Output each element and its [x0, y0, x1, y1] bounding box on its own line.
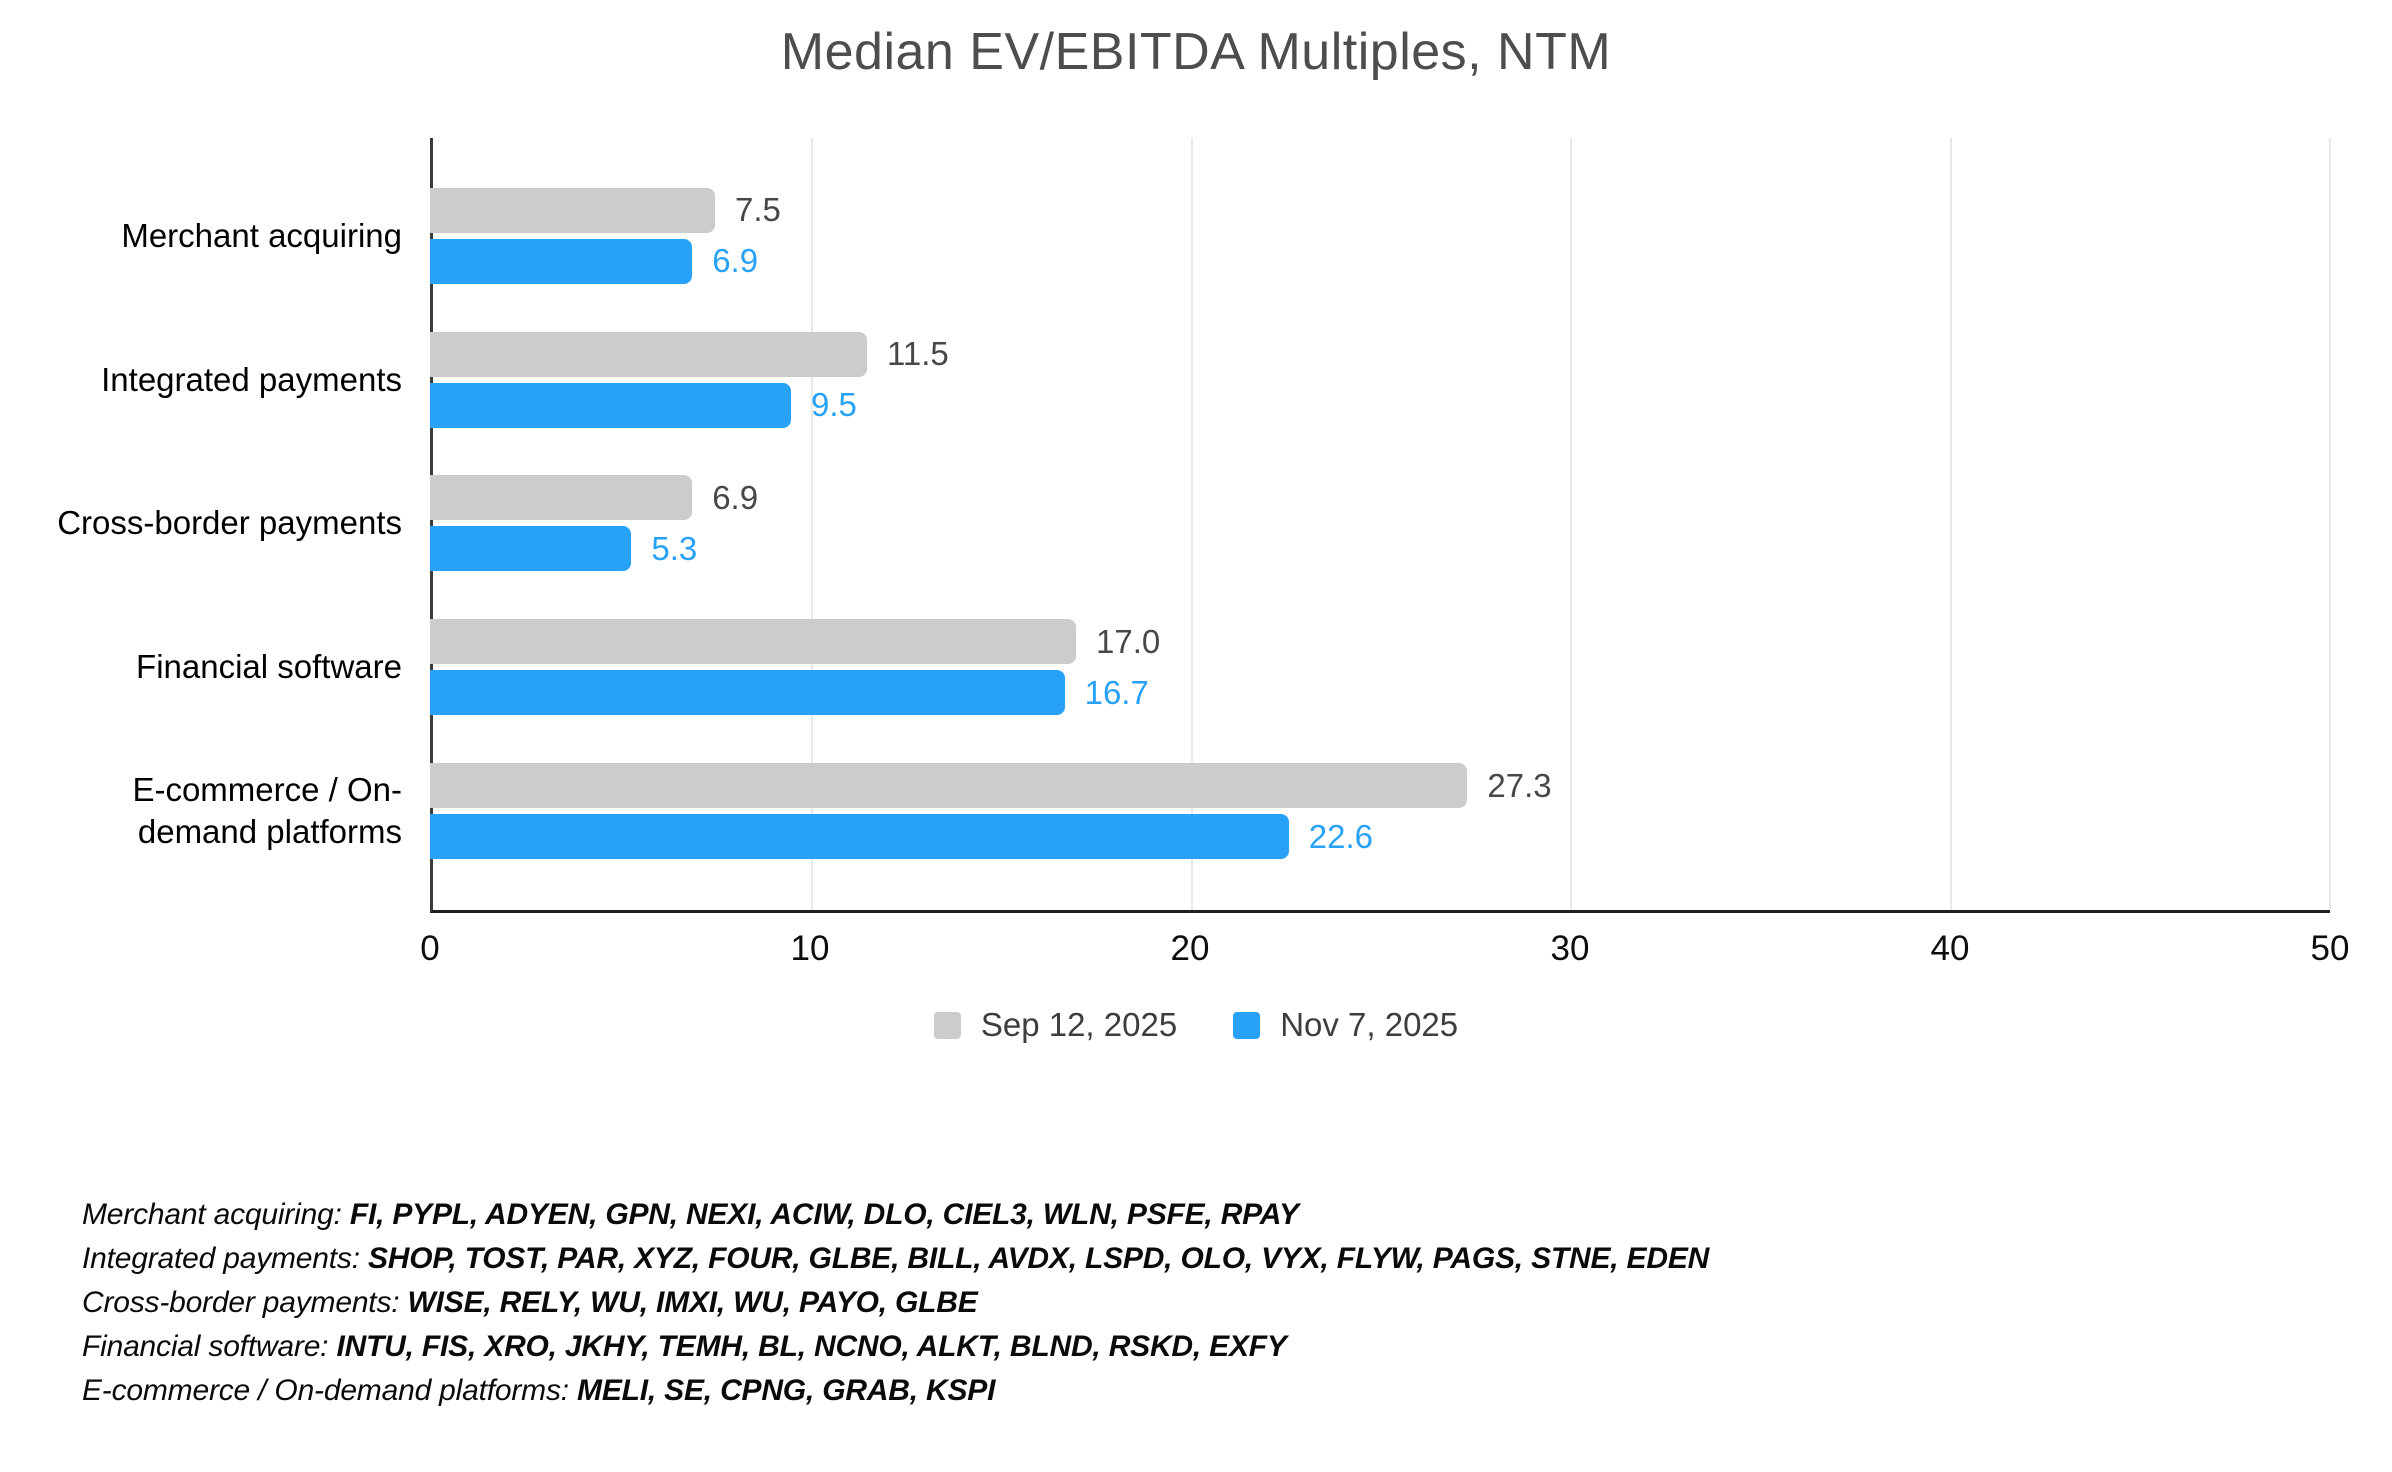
bar-chart: Merchant acquiring 7.5 6.9 Integrated payme… — [0, 138, 2331, 913]
footnotes: Merchant acquiring: FI, PYPL, ADYEN, GPN… — [0, 1193, 2392, 1413]
x-tick-label: 30 — [1550, 929, 1590, 968]
bar-line: 9.5 — [430, 382, 2330, 428]
category-bars: 11.5 9.5 — [430, 308, 2330, 452]
gridline — [1570, 138, 1573, 910]
legend-label: Nov 7, 2025 — [1280, 1006, 1459, 1043]
bar-line: 17.0 — [430, 619, 2330, 665]
bar-nov-7-2025[interactable] — [430, 670, 1065, 716]
plot-area — [430, 138, 2331, 913]
x-tick-label: 40 — [1930, 929, 1970, 968]
value-label: 11.5 — [887, 335, 949, 373]
footnote-line: Financial software: INTU, FIS, XRO, JKHY… — [82, 1325, 2352, 1369]
value-label: 6.9 — [712, 242, 759, 280]
x-tick-label: 50 — [2310, 929, 2350, 968]
value-label: 6.9 — [712, 478, 759, 516]
value-label: 17.0 — [1096, 622, 1161, 660]
footnote-tickers: WISE, RELY, WU, IMXI, WU, PAYO, GLBE — [407, 1286, 978, 1319]
footnote-tickers: SHOP, TOST, PAR, XYZ, FOUR, GLBE, BILL, … — [367, 1242, 1710, 1275]
footnote-tickers: MELI, SE, CPNG, GRAB, KSPI — [577, 1374, 996, 1407]
legend: Sep 12, 2025 Nov 7, 2025 — [0, 1003, 2392, 1047]
footnote-line: Merchant acquiring: FI, PYPL, ADYEN, GPN… — [82, 1193, 2352, 1237]
footnote-category-label: Integrated payments: — [82, 1242, 360, 1275]
category-label: E-commerce / On- demand platforms — [132, 770, 402, 851]
footnote-line: Cross-border payments: WISE, RELY, WU, I… — [82, 1281, 2352, 1325]
footnote-category-label: Financial software: — [82, 1330, 329, 1363]
chart-row: Integrated payments 11.5 9.5 — [0, 308, 2330, 452]
x-tick-label: 20 — [1170, 929, 1210, 968]
x-axis: 0 10 20 30 40 50 — [420, 929, 2349, 977]
value-label: 7.5 — [735, 191, 781, 229]
value-label: 27.3 — [1487, 766, 1552, 804]
bar-sep-12-2025[interactable] — [430, 475, 693, 521]
bar-line: 7.5 — [430, 187, 2330, 233]
category-label: Cross-border payments — [57, 504, 402, 542]
legend-swatch — [1233, 1011, 1261, 1039]
gridline — [811, 138, 814, 910]
chart-row: Merchant acquiring 7.5 6.9 — [0, 164, 2330, 308]
bar-sep-12-2025[interactable] — [430, 331, 867, 377]
legend-item-sep-12-2025[interactable]: Sep 12, 2025 — [933, 1006, 1178, 1044]
category-bars: 17.0 16.7 — [430, 595, 2330, 739]
bar-line: 16.7 — [430, 670, 2330, 716]
bar-nov-7-2025[interactable] — [430, 238, 693, 284]
category-label: Financial software — [136, 648, 402, 686]
bar-nov-7-2025[interactable] — [430, 814, 1289, 860]
bar-sep-12-2025[interactable] — [430, 619, 1076, 665]
value-label: 16.7 — [1084, 673, 1149, 711]
page-title: Median EV/EBITDA Multiples, NTM — [780, 23, 1612, 81]
value-label: 22.6 — [1308, 817, 1374, 855]
gridline — [2329, 138, 2331, 910]
category-bars: 7.5 6.9 — [430, 164, 2330, 308]
bar-sep-12-2025[interactable] — [430, 763, 1468, 809]
bar-line: 6.9 — [430, 475, 2330, 521]
bar-line: 27.3 — [430, 763, 2330, 809]
x-tick-label: 0 — [420, 929, 440, 968]
chart-row: Financial software 17.0 16.7 — [0, 595, 2330, 739]
footnote-category-label: Merchant acquiring: — [82, 1198, 342, 1231]
bar-nov-7-2025[interactable] — [430, 382, 791, 428]
legend-item-nov-7-2025[interactable]: Nov 7, 2025 — [1233, 1006, 1458, 1044]
footnote-category-label: Cross-border payments: — [82, 1286, 400, 1319]
bar-line: 6.9 — [430, 238, 2330, 284]
gridline — [1190, 138, 1193, 910]
x-tick-label: 10 — [790, 929, 830, 968]
bar-line: 11.5 — [430, 331, 2330, 377]
bar-nov-7-2025[interactable] — [430, 526, 632, 572]
category-label: Merchant acquiring — [121, 216, 402, 254]
footnote-category-label: E-commerce / On-demand platforms: — [82, 1374, 569, 1407]
category-label: Integrated payments — [101, 360, 402, 398]
bar-sep-12-2025[interactable] — [430, 187, 715, 233]
footnote-tickers: FI, PYPL, ADYEN, GPN, NEXI, ACIW, DLO, C… — [349, 1198, 1299, 1231]
footnote-line: E-commerce / On-demand platforms: MELI, … — [82, 1369, 2352, 1413]
chart-rows: Merchant acquiring 7.5 6.9 Integrated payme… — [0, 138, 2330, 913]
legend-label: Sep 12, 2025 — [980, 1006, 1178, 1043]
footnote-tickers: INTU, FIS, XRO, JKHY, TEMH, BL, NCNO, AL… — [336, 1330, 1287, 1363]
category-bars: 27.3 22.6 — [430, 739, 2330, 883]
bar-line: 22.6 — [430, 814, 2330, 860]
footnote-line: Integrated payments: SHOP, TOST, PAR, XY… — [82, 1237, 2352, 1281]
legend-swatch — [933, 1011, 961, 1039]
value-label: 5.3 — [651, 529, 698, 567]
value-label: 9.5 — [811, 386, 857, 424]
chart-row: Cross-border payments 6.9 5.3 — [0, 452, 2330, 596]
gridline — [1949, 138, 1952, 910]
category-bars: 6.9 5.3 — [430, 452, 2330, 596]
bar-line: 5.3 — [430, 526, 2330, 572]
chart-row: E-commerce / On- demand platforms 27.3 22.… — [0, 739, 2330, 883]
